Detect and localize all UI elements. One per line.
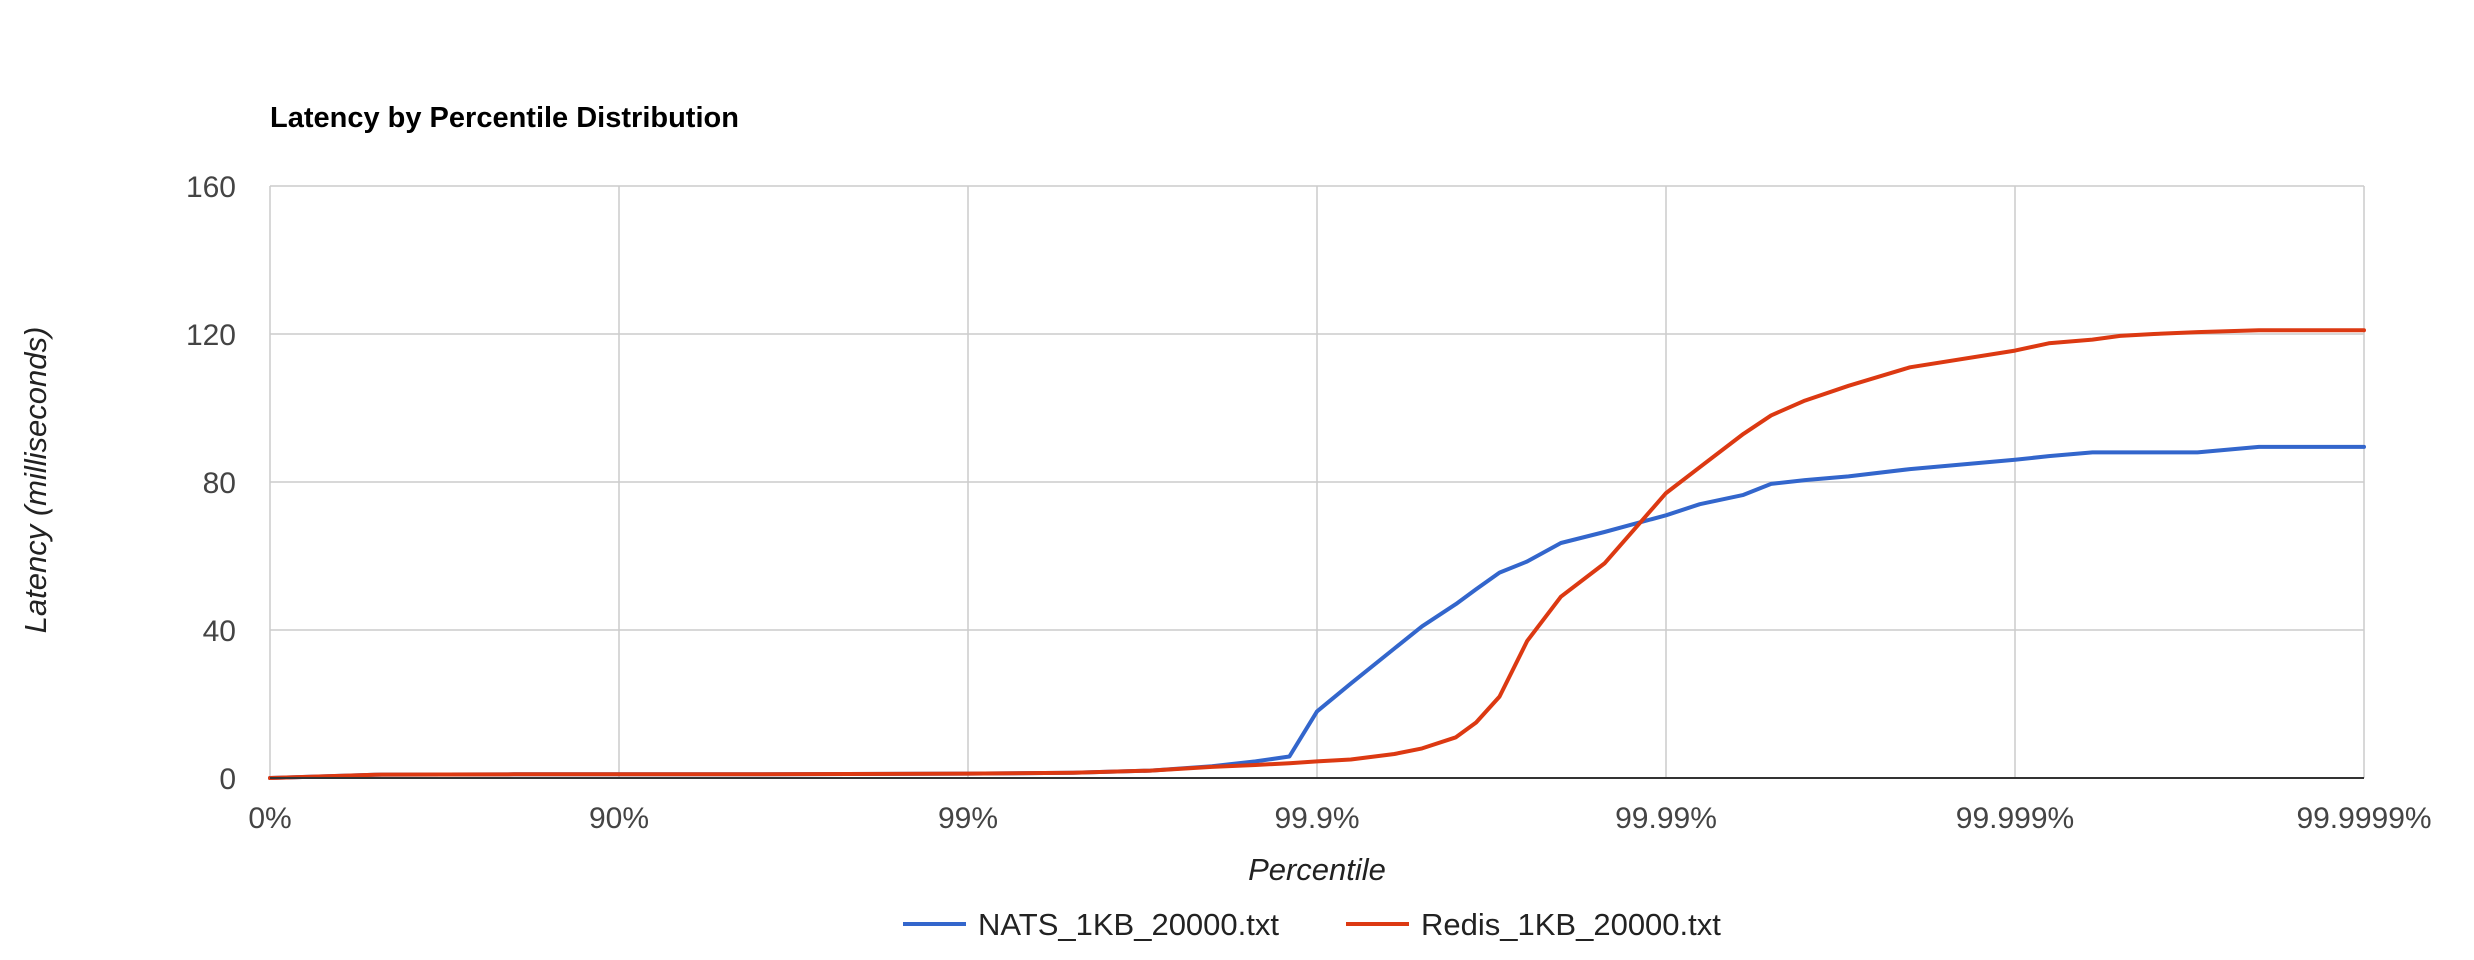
x-tick-label: 99.9999% xyxy=(2296,802,2431,835)
series-layer xyxy=(268,328,2366,780)
x-tick-label: 99.9% xyxy=(1274,802,1359,835)
y-tick-label: 120 xyxy=(186,319,236,352)
y-axis-label: Latency (milliseconds) xyxy=(18,327,53,634)
y-tick-label: 160 xyxy=(186,171,236,204)
x-tick-label: 99% xyxy=(938,802,998,835)
y-tick-label: 40 xyxy=(203,615,236,648)
legend-label-redis: Redis_1KB_20000.txt xyxy=(1421,907,1721,942)
x-tick-label: 99.99% xyxy=(1615,802,1717,835)
series-line-redis xyxy=(268,328,2366,780)
chart-title: Latency by Percentile Distribution xyxy=(270,102,739,134)
x-tick-label: 0% xyxy=(248,802,291,835)
legend-label-nats: NATS_1KB_20000.txt xyxy=(978,907,1279,942)
tick-labels: 0% 90% 99% 99.9% 99.99% 99.999% 99.9999% 0 40 80 1… xyxy=(186,171,2432,835)
grid-layer xyxy=(269,185,2365,779)
x-tick-label: 99.999% xyxy=(1956,802,2074,835)
y-tick-label: 80 xyxy=(203,467,236,500)
x-tick-label: 90% xyxy=(589,802,649,835)
x-axis-label: Percentile xyxy=(1248,852,1386,887)
y-tick-label: 0 xyxy=(219,763,236,796)
legend: NATS_1KB_20000.txt Redis_1KB_20000.txt xyxy=(903,907,1721,942)
